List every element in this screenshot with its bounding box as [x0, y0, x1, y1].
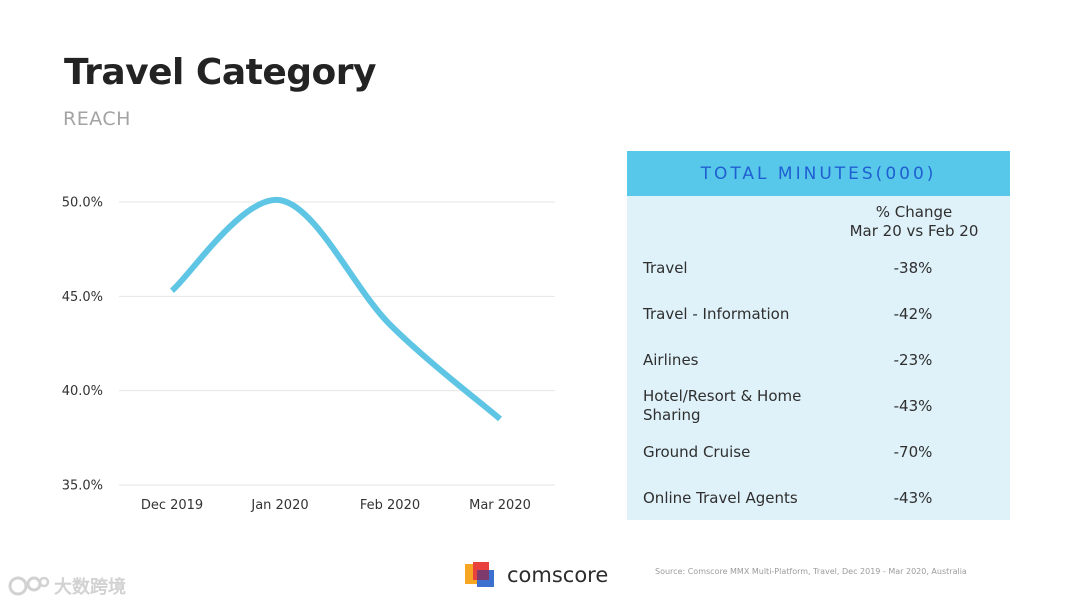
row-value: -42%	[893, 305, 933, 323]
page-title: Travel Category	[64, 52, 376, 93]
page-subtitle: REACH	[63, 108, 131, 130]
row-value: -43%	[893, 489, 933, 507]
table-row: Travel - Information -42%	[643, 294, 1003, 334]
table-row: Hotel/Resort & Home Sharing -43%	[643, 386, 1003, 426]
y-tick-label: 50.0%	[62, 196, 103, 211]
table-row: Online Travel Agents -43%	[643, 478, 1003, 518]
total-minutes-panel: TOTAL MINUTES(000) % Change Mar 20 vs Fe…	[627, 151, 1010, 520]
row-value: -23%	[893, 351, 933, 369]
row-label: Travel	[643, 258, 688, 277]
watermark-logo-icon	[8, 576, 50, 596]
x-tick-label: Dec 2019	[141, 498, 203, 513]
comscore-logo: comscore	[465, 562, 608, 588]
watermark: 大数跨境	[8, 573, 126, 599]
x-tick-label: Mar 2020	[469, 498, 531, 513]
x-tick-label: Feb 2020	[360, 498, 420, 513]
row-value: -43%	[893, 397, 933, 415]
percent-change-header-line1: % Change	[875, 203, 953, 221]
x-tick-label: Jan 2020	[250, 498, 308, 513]
percent-change-column-header: % Change Mar 20 vs Feb 20	[827, 203, 1001, 241]
row-label: Airlines	[643, 350, 699, 369]
series-line-reach	[169, 197, 502, 422]
source-note: Source: Comscore MMX Multi-Platform, Tra…	[655, 567, 967, 576]
row-label: Ground Cruise	[643, 442, 751, 461]
y-tick-label: 35.0%	[62, 479, 103, 494]
percent-change-header-line2: Mar 20 vs Feb 20	[849, 222, 979, 240]
row-label: Travel - Information	[643, 304, 790, 323]
comscore-logo-icon	[465, 562, 494, 587]
row-label: Online Travel Agents	[643, 488, 798, 507]
total-minutes-header: TOTAL MINUTES(000)	[627, 151, 1010, 196]
reach-line-chart: 35.0% 40.0% 45.0% 50.0% Dec 2019 Jan 2020 Feb …	[62, 196, 555, 513]
y-tick-label: 40.0%	[62, 384, 103, 399]
row-value: -70%	[893, 443, 933, 461]
table-row: Travel -38%	[643, 248, 1003, 288]
row-label: Hotel/Resort & Home Sharing	[643, 387, 802, 424]
comscore-logo-text: comscore	[507, 563, 609, 587]
watermark-text: 大数跨境	[54, 577, 126, 598]
y-tick-label: 45.0%	[62, 290, 103, 305]
table-row: Ground Cruise -70%	[643, 432, 1003, 472]
row-value: -38%	[893, 259, 933, 277]
table-row: Airlines -23%	[643, 340, 1003, 380]
